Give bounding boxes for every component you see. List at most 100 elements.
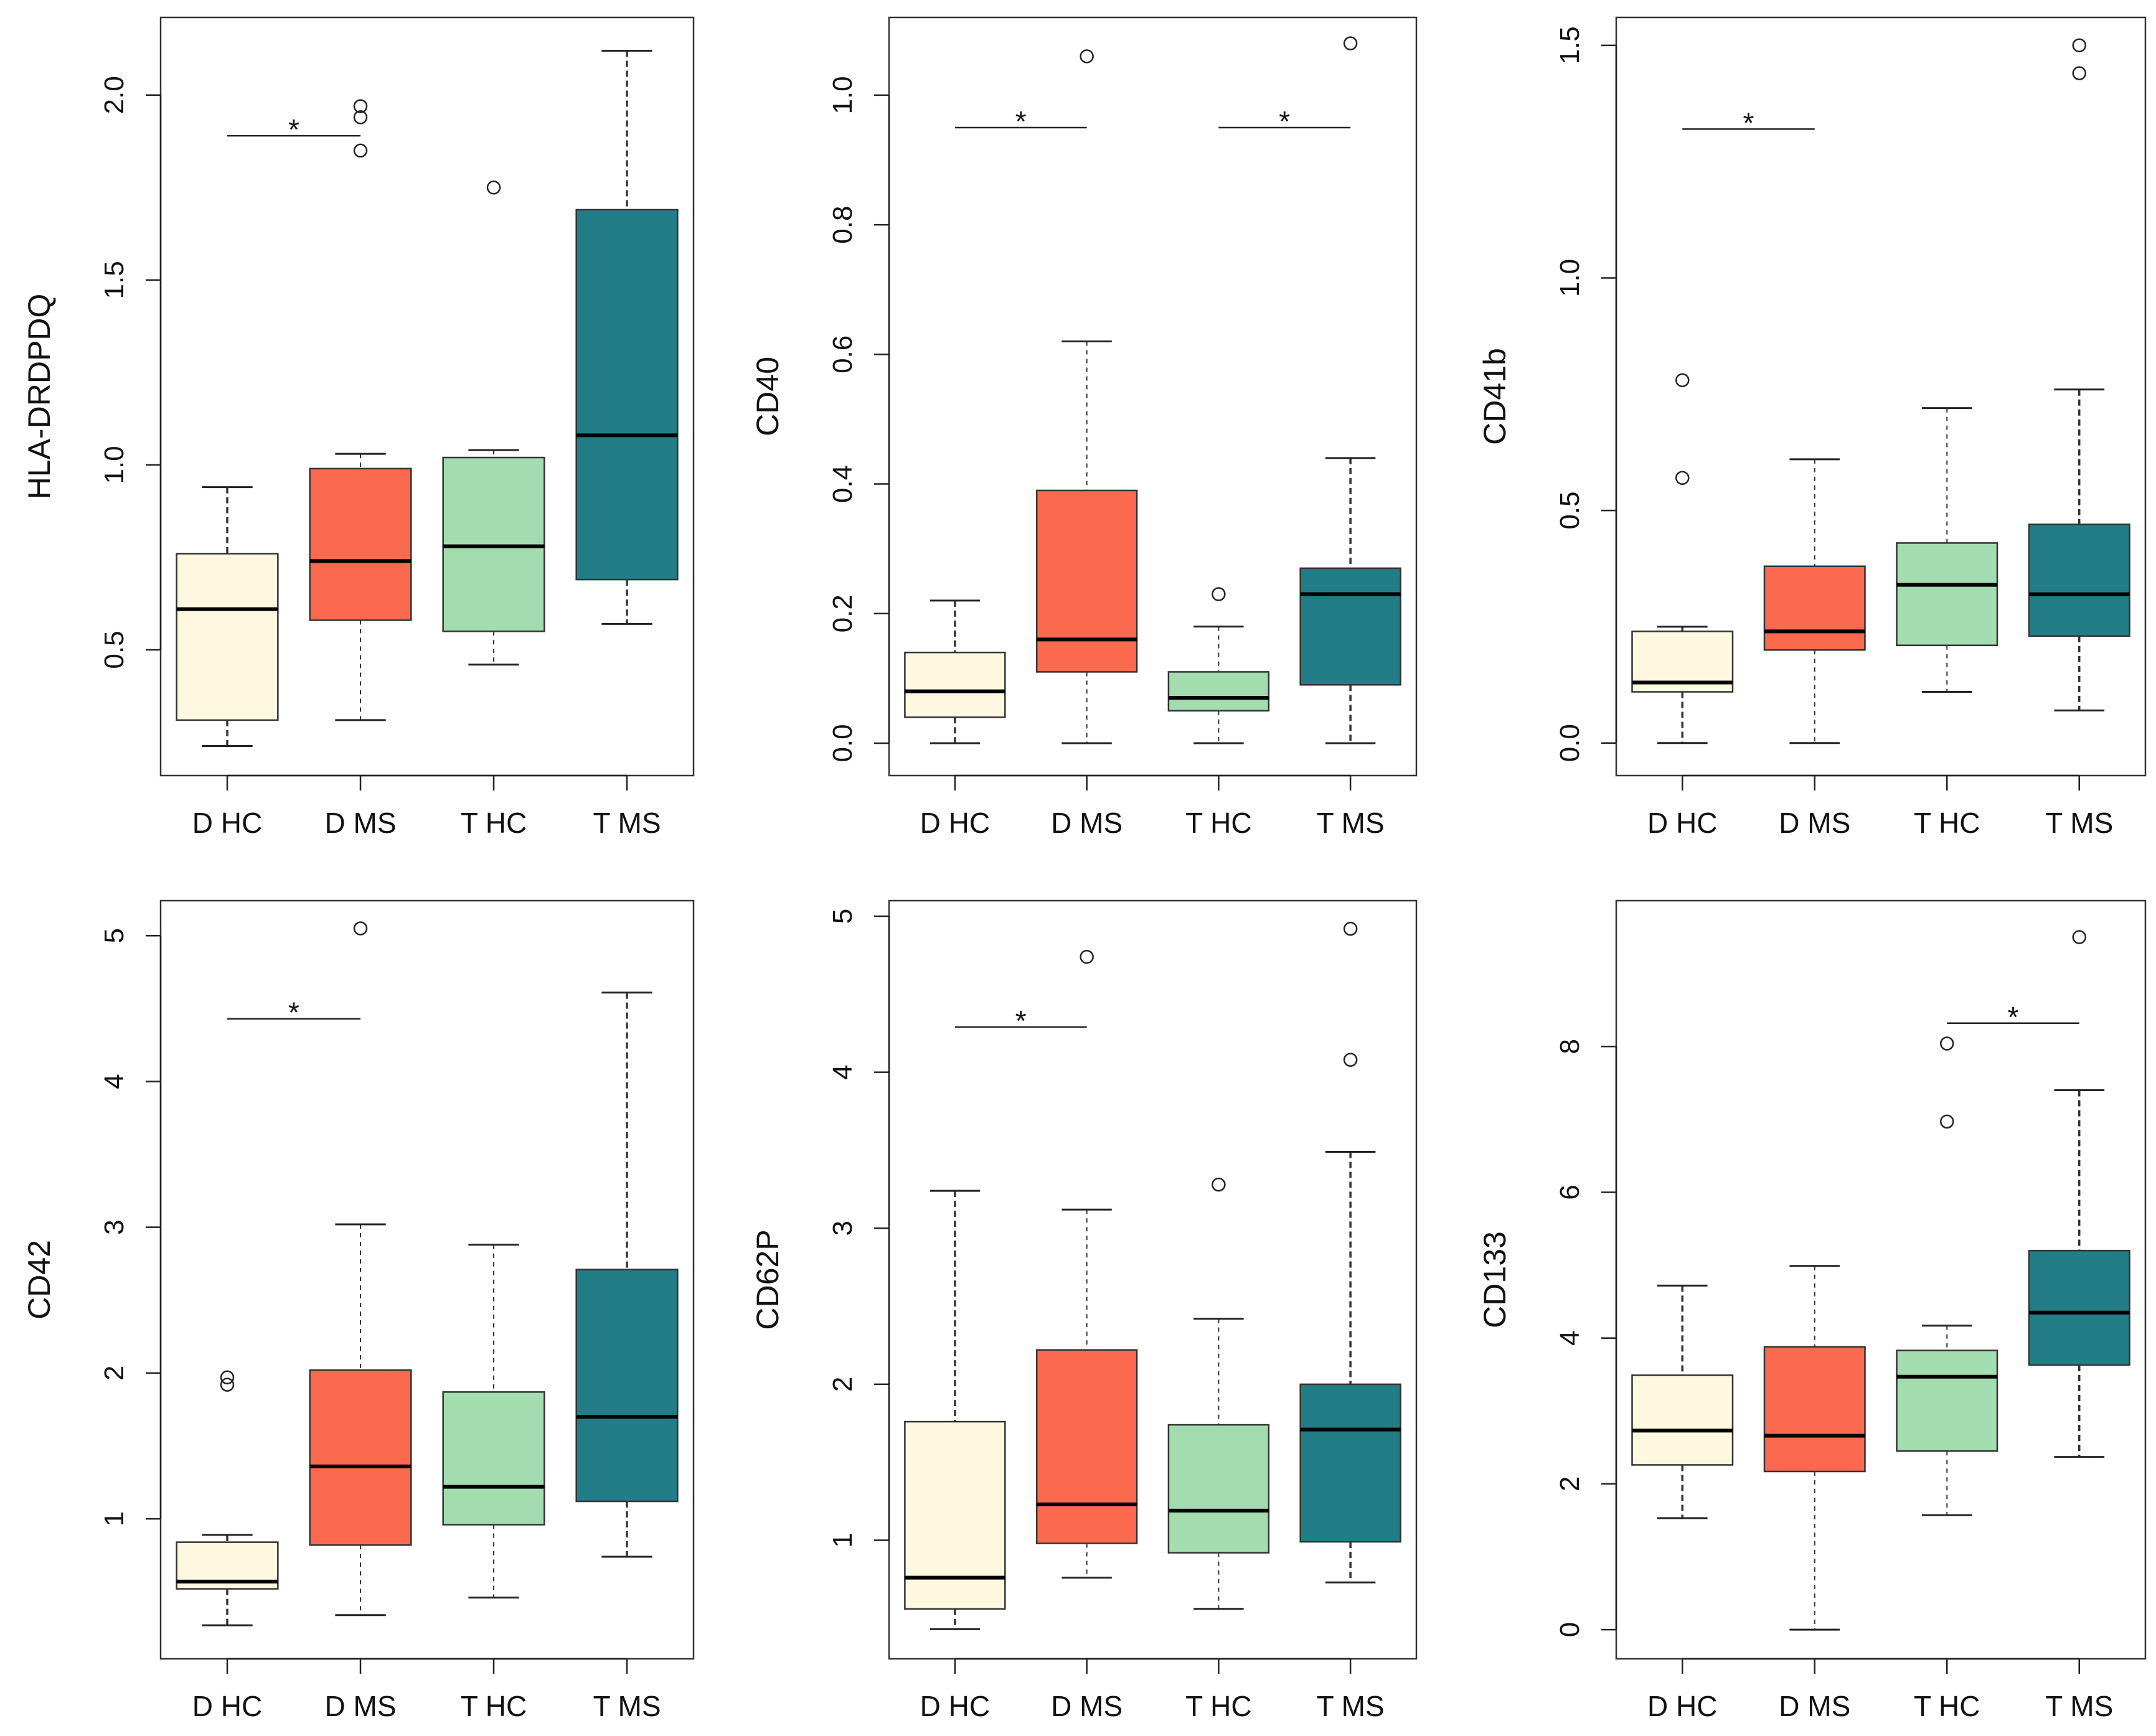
box-d-ms (1035, 49, 1138, 744)
x-tick-label: D MS (1051, 1690, 1123, 1722)
box-t-ms (575, 992, 679, 1558)
box-d-ms (309, 99, 412, 721)
y-tick-label: 0.0 (1555, 724, 1585, 762)
outlier-point (2072, 930, 2086, 944)
y-tick-label: 2 (1555, 1476, 1585, 1491)
y-tick-label: 0.2 (827, 594, 858, 632)
box-iqr (904, 1420, 1006, 1610)
panel-cd133: 0 2 4 6 8 CD133 D HC D MS T HC T MS * (1477, 899, 2147, 1722)
box-iqr (1299, 567, 1401, 686)
x-tick-label: T MS (1317, 807, 1385, 839)
box-d-hc (176, 1370, 279, 1626)
outlier-point (1212, 1177, 1226, 1192)
outlier-point (1675, 471, 1690, 486)
outlier-point (353, 921, 368, 936)
box-iqr (575, 1269, 679, 1503)
box-iqr (309, 467, 412, 621)
y-tick-label: 2 (99, 1366, 129, 1381)
box-iqr (1299, 1383, 1401, 1543)
x-tick-label: D HC (192, 807, 262, 839)
y-tick-label: 2.0 (99, 76, 129, 114)
outlier-point (1080, 49, 1094, 63)
outlier-point (486, 181, 501, 195)
outlier-point (353, 99, 368, 113)
panel-cd62p: 1 2 3 4 5 CD62P D HC D MS T HC T MS * (750, 899, 1418, 1722)
y-axis-label: CD42 (22, 1240, 57, 1320)
y-tick-label: 3 (827, 1221, 858, 1236)
significance-star: * (2008, 1001, 2019, 1033)
x-tick-label: T MS (1317, 1690, 1385, 1722)
box-iqr (2028, 1249, 2130, 1366)
box-t-ms (2028, 930, 2130, 1458)
y-axis-label: CD40 (750, 357, 785, 436)
y-tick-label: 0.5 (99, 631, 129, 669)
y-axis-label: HLA-DRDPDQ (22, 294, 57, 500)
significance-star: * (1279, 105, 1290, 138)
box-iqr (1763, 1346, 1866, 1473)
box-iqr (1167, 671, 1270, 712)
panel-cd41b: 0.0 0.5 1.0 1.5 CD41b D HC D MS T HC T MS * (1477, 16, 2147, 839)
significance-star: * (1015, 1005, 1027, 1037)
outlier-point (1940, 1114, 1954, 1129)
box-iqr (2028, 523, 2130, 637)
outlier-point (220, 1377, 235, 1392)
y-tick-label: 0.0 (827, 724, 858, 762)
y-tick-label: 1 (827, 1532, 858, 1547)
outlier-point (1940, 1036, 1954, 1051)
y-tick-label: 1.5 (99, 261, 129, 299)
box-t-hc (1167, 587, 1270, 744)
box-d-hc (1631, 1284, 1734, 1519)
y-tick-label: 2 (827, 1377, 858, 1392)
x-tick-label: D MS (1051, 807, 1123, 839)
outlier-point (1343, 36, 1358, 50)
x-tick-label: T HC (461, 807, 527, 839)
x-tick-label: D HC (920, 1690, 990, 1722)
x-tick-label: T MS (2045, 1690, 2113, 1722)
outlier-point (1343, 1053, 1358, 1067)
box-d-hc (904, 1189, 1006, 1630)
y-axis-label: CD41b (1477, 348, 1512, 445)
box-t-hc (442, 181, 545, 666)
y-tick-label: 0 (1555, 1622, 1585, 1637)
x-tick-label: D MS (325, 1690, 397, 1722)
x-tick-label: D MS (1779, 1690, 1850, 1722)
box-d-hc (904, 599, 1006, 744)
x-tick-label: T HC (1914, 807, 1980, 839)
box-iqr (1763, 565, 1866, 651)
significance-star: * (288, 113, 299, 146)
outlier-point (2072, 38, 2086, 53)
box-iqr (575, 209, 679, 581)
y-tick-label: 1.5 (1555, 26, 1585, 64)
outlier-point (1212, 587, 1226, 601)
x-tick-label: D HC (1647, 1690, 1717, 1722)
box-iqr (904, 651, 1006, 718)
box-iqr (1896, 1349, 1998, 1452)
y-tick-label: 0.5 (1555, 491, 1585, 529)
x-tick-label: T HC (1185, 1690, 1252, 1722)
panel-cd40: 0.0 0.2 0.4 0.6 0.8 1.0 CD40 D HC D MS T HC T MS * * (750, 16, 1418, 839)
box-iqr (442, 1391, 545, 1526)
panel-cd42: 1 2 3 4 5 CD42 D HC D MS T HC T MS * (22, 899, 695, 1722)
x-tick-label: D MS (325, 807, 397, 839)
box-t-hc (1896, 407, 1998, 693)
outlier-point (1080, 949, 1094, 964)
box-t-hc (1167, 1177, 1270, 1610)
box-d-hc (1631, 373, 1734, 744)
x-tick-label: D HC (1647, 807, 1717, 839)
x-tick-label: D HC (920, 807, 990, 839)
y-tick-label: 5 (827, 909, 858, 924)
y-tick-label: 1.0 (1555, 259, 1585, 297)
box-d-hc (176, 486, 279, 747)
y-tick-label: 4 (1555, 1330, 1585, 1345)
box-iqr (1631, 1374, 1734, 1466)
panel-hla-drdpdq: 0.5 1.0 1.5 2.0 HLA-DRDPDQ D HC D MS T HC T MS * (22, 16, 695, 839)
outlier-point (220, 1370, 235, 1385)
box-t-ms (1299, 921, 1401, 1584)
y-tick-label: 1.0 (99, 446, 129, 484)
box-iqr (1035, 489, 1138, 673)
y-tick-label: 0.4 (827, 465, 858, 503)
outlier-point (353, 143, 368, 158)
y-tick-label: 5 (99, 928, 129, 943)
y-tick-label: 0.8 (827, 206, 858, 244)
y-tick-label: 1.0 (827, 76, 858, 114)
